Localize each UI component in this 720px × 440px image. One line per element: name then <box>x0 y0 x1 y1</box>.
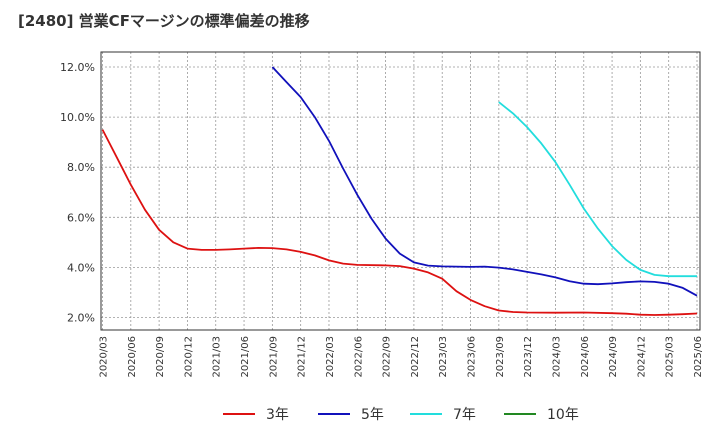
y-tick-label: 8.0% <box>67 161 95 174</box>
x-tick-label: 2021/12 <box>297 336 308 378</box>
legend-label: 5年 <box>361 407 384 423</box>
legend-label: 7年 <box>453 407 476 423</box>
series-line <box>498 101 697 278</box>
x-tick-label: 2023/12 <box>523 336 534 378</box>
x-tick-label: 2020/03 <box>99 336 110 378</box>
y-tick-label: 12.0% <box>60 61 95 74</box>
chart-title: [2480] 営業CFマージンの標準偏差の推移 <box>18 12 310 30</box>
x-tick-label: 2021/06 <box>240 336 251 378</box>
x-tick-label: 2022/09 <box>382 336 393 378</box>
y-axis-ticks: 2.0% 4.0% 6.0% 8.0% 10.0% 12.0% <box>60 61 95 324</box>
x-tick-label: 2020/06 <box>127 336 138 378</box>
x-tick-label: 2024/06 <box>580 336 591 378</box>
plot-border <box>100 51 701 331</box>
x-tick-label: 2020/12 <box>183 336 194 378</box>
plot-area <box>101 52 700 330</box>
x-tick-label: 2020/09 <box>155 336 166 378</box>
x-tick-label: 2022/12 <box>410 336 421 378</box>
x-tick-label: 2025/03 <box>665 336 676 378</box>
x-tick-label: 2022/03 <box>325 336 336 378</box>
x-tick-label: 2021/09 <box>268 336 279 378</box>
x-tick-label: 2023/06 <box>467 336 478 378</box>
series-line <box>101 129 698 316</box>
series-lines <box>101 66 698 316</box>
x-tick-label: 2024/03 <box>551 336 562 378</box>
y-tick-label: 6.0% <box>67 211 95 224</box>
x-tick-label: 2025/06 <box>693 336 704 378</box>
y-tick-label: 10.0% <box>60 111 95 124</box>
x-axis-ticks: 2020/03 2020/06 2020/09 2020/12 2021/03 2021/… <box>99 336 705 378</box>
series-line <box>271 66 698 297</box>
y-tick-label: 2.0% <box>67 311 95 324</box>
x-tick-label: 2022/06 <box>353 336 364 378</box>
x-tick-label: 2021/03 <box>212 336 223 378</box>
legend-label: 3年 <box>266 407 289 423</box>
legend-label: 10年 <box>547 407 579 423</box>
x-tick-label: 2024/09 <box>608 336 619 378</box>
x-tick-label: 2023/09 <box>495 336 506 378</box>
y-tick-label: 4.0% <box>67 261 95 274</box>
x-tick-label: 2023/03 <box>438 336 449 378</box>
legend: 3年 5年 7年 10年 <box>223 407 579 423</box>
x-tick-label: 2024/12 <box>636 336 647 378</box>
